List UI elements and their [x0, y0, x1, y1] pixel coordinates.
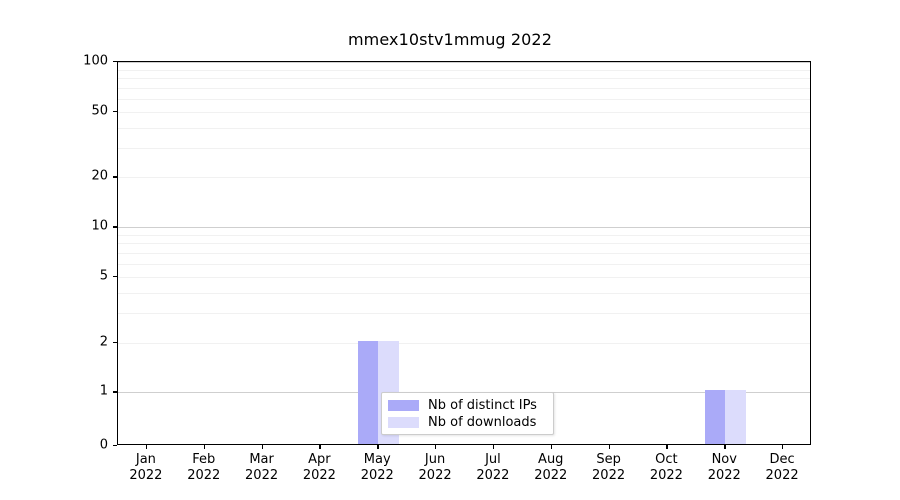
x-axis-tick-year: 2022 [592, 468, 626, 483]
legend-label: Nb of distinct IPs [428, 398, 537, 413]
x-axis-tick-month: Apr [308, 452, 331, 467]
x-axis-tick-month: Sep [596, 452, 621, 467]
gridline-major [118, 227, 810, 229]
gridline-minor [118, 263, 810, 265]
x-axis-tick-label: Jul 2022 [458, 452, 528, 484]
gridline-minor [118, 292, 810, 294]
x-axis-tick-month: Mar [249, 452, 274, 467]
x-axis-tick-mark [608, 445, 610, 449]
x-axis-tick-year: 2022 [360, 468, 394, 483]
gridline-minor [118, 98, 810, 100]
legend-label: Nb of downloads [428, 415, 537, 430]
x-axis-tick-mark [666, 445, 668, 449]
gridline-major [118, 342, 810, 344]
x-axis-tick-year: 2022 [302, 468, 336, 483]
y-axis-tick-mark [113, 226, 117, 228]
chart-title: mmex10stv1mmug 2022 [348, 30, 552, 49]
x-axis-tick-label: Nov 2022 [689, 452, 759, 484]
gridline-minor [118, 234, 810, 236]
x-axis-tick-year: 2022 [418, 468, 452, 483]
y-axis-tick-mark [113, 445, 117, 447]
x-axis-tick-month: Feb [192, 452, 216, 467]
x-axis-tick-mark [145, 445, 148, 449]
x-axis-tick-month: Oct [655, 452, 678, 467]
x-axis-tick-month: Jul [485, 452, 501, 467]
gridline-minor [118, 78, 810, 79]
x-axis-tick-year: 2022 [245, 468, 279, 483]
x-axis-tick-mark [261, 445, 263, 449]
gridline-minor [118, 313, 810, 315]
x-axis-tick-label: Aug 2022 [516, 452, 586, 484]
y-axis-tick-label: 5 [99, 268, 108, 284]
x-axis-tick-label: May 2022 [342, 452, 412, 484]
x-axis-tick-label: Jan 2022 [111, 452, 181, 484]
legend-swatch [388, 400, 419, 411]
gridline-major [118, 62, 810, 63]
x-axis-tick-year: 2022 [534, 468, 568, 483]
x-axis-tick-mark [724, 445, 726, 449]
x-axis-tick-month: Aug [538, 452, 564, 467]
x-axis-tick-label: Feb 2022 [169, 452, 239, 484]
bar [704, 390, 726, 444]
x-axis-tick-mark [377, 445, 379, 449]
x-axis-tick-year: 2022 [129, 468, 163, 483]
x-axis-tick-year: 2022 [187, 468, 221, 483]
y-axis-tick-mark [113, 110, 117, 113]
bar [357, 340, 379, 444]
x-axis-tick-mark [319, 445, 321, 449]
y-axis-tick-label: 2 [99, 334, 108, 350]
gridline-major [118, 276, 810, 278]
x-axis-tick-year: 2022 [707, 468, 741, 483]
x-axis-tick-label: Sep 2022 [574, 452, 644, 484]
gridline-minor [118, 252, 810, 254]
x-axis-tick-mark [782, 445, 784, 449]
x-axis-tick-label: Jun 2022 [400, 452, 470, 484]
x-axis-tick-month: Jun [424, 452, 446, 467]
gridline-minor [118, 69, 810, 71]
gridline-major [118, 177, 810, 179]
y-axis-tick-labels: 0 1 2 5 10 20 50 100 [55, 54, 108, 453]
y-axis-tick-label: 10 [91, 218, 108, 234]
y-axis-tick-label: 1 [99, 383, 108, 399]
y-axis-tick-label: 0 [99, 437, 108, 453]
x-axis-tick-month: Dec [769, 452, 795, 467]
x-axis-tick-month: Jan [135, 452, 156, 467]
plot-area [117, 61, 811, 445]
gridline-major [118, 111, 810, 113]
x-axis-tick-label: Oct 2022 [631, 452, 701, 484]
y-axis-tick-label: 20 [91, 168, 108, 184]
gridline-minor [118, 87, 810, 89]
y-axis-tick-mark [113, 61, 117, 63]
x-axis-tick-month: Nov [711, 452, 737, 467]
y-axis-tick-mark [113, 176, 117, 178]
x-axis-tick-label: Apr 2022 [284, 452, 354, 484]
y-axis-tick-mark [113, 275, 117, 278]
y-axis-tick-mark [113, 341, 117, 343]
legend-item[interactable]: Nb of downloads [388, 414, 547, 431]
x-axis-tick-year: 2022 [476, 468, 510, 483]
gridline-minor [118, 148, 810, 150]
gridline-minor [118, 127, 810, 129]
bar [725, 390, 746, 444]
x-axis-tick-label: Mar 2022 [227, 452, 297, 484]
y-axis-tick-mark [113, 391, 117, 393]
chart-legend[interactable]: Nb of distinct IPs Nb of downloads [381, 392, 554, 435]
x-axis-tick-year: 2022 [765, 468, 799, 483]
gridline-minor [118, 243, 810, 245]
x-axis-tick-month: May [363, 452, 391, 467]
legend-swatch [388, 417, 419, 428]
x-axis-tick-label: Dec 2022 [747, 452, 817, 484]
y-axis-tick-label: 50 [91, 103, 108, 119]
x-axis-tick-year: 2022 [649, 468, 683, 483]
legend-item[interactable]: Nb of distinct IPs [388, 397, 547, 414]
y-axis-tick-label: 100 [83, 53, 108, 69]
x-axis-tick-mark [492, 445, 495, 449]
x-axis-tick-mark [203, 445, 206, 449]
x-axis-tick-mark [435, 445, 437, 449]
x-axis-tick-mark [550, 445, 553, 449]
